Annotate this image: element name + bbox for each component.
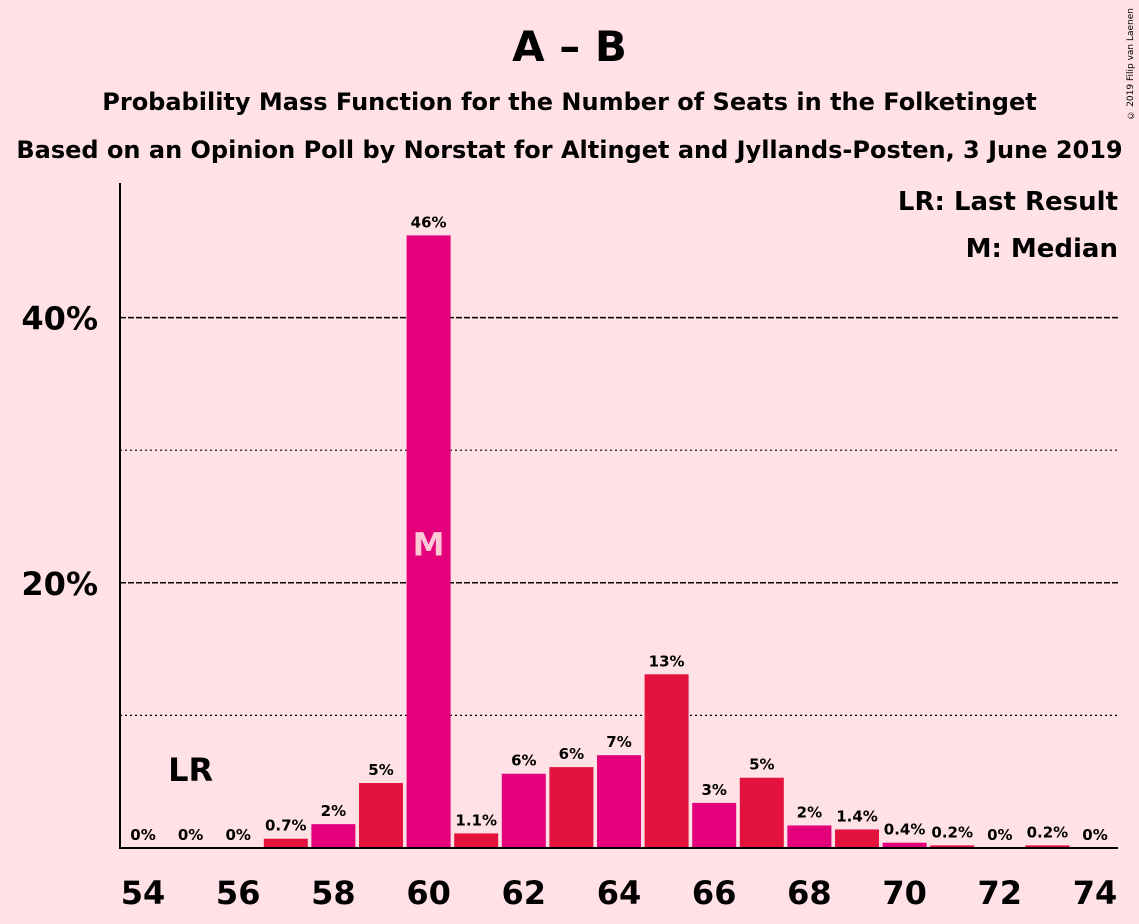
- x-tick-label: 64: [597, 874, 642, 912]
- bar-seat-61: [454, 833, 499, 848]
- bar-value-label: 0%: [225, 826, 250, 844]
- bar-seat-57: [263, 838, 308, 848]
- bar-value-label: 5%: [749, 756, 774, 774]
- x-tick-label: 56: [216, 874, 261, 912]
- x-tick-label: 74: [1073, 874, 1118, 912]
- bar-value-label: 0%: [178, 826, 203, 844]
- median-marker: M: [413, 526, 445, 564]
- bar-seat-69: [835, 829, 879, 848]
- bar-seat-68: [787, 825, 832, 848]
- bar-value-label: 6%: [511, 752, 536, 770]
- x-tick-label: 60: [406, 874, 451, 912]
- y-tick-label: 20%: [21, 565, 98, 603]
- x-tick-label: 54: [121, 874, 166, 912]
- chart-subtitle-2: Based on an Opinion Poll by Norstat for …: [16, 136, 1123, 164]
- bar-value-label: 3%: [701, 781, 726, 799]
- bar-value-label: 1.4%: [836, 807, 878, 825]
- x-tick-label: 70: [882, 874, 927, 912]
- bar-value-label: 46%: [411, 213, 447, 231]
- bar-seat-62: [501, 773, 546, 848]
- x-tick-label: 68: [787, 874, 832, 912]
- legend-median: M: Median: [966, 234, 1118, 264]
- x-tick-label: 62: [502, 874, 547, 912]
- bar-seat-60: [406, 235, 451, 848]
- chart-subtitle-1: Probability Mass Function for the Number…: [102, 88, 1037, 116]
- bar-seat-64: [597, 755, 641, 848]
- bar-seat-67: [739, 777, 784, 848]
- last-result-marker: LR: [168, 751, 213, 789]
- x-tick-label: 72: [978, 874, 1023, 912]
- bar-value-label: 13%: [649, 652, 685, 670]
- x-tick-label: 66: [692, 874, 737, 912]
- bar-value-label: 0.7%: [265, 817, 307, 835]
- bar-value-label: 0.2%: [931, 823, 973, 841]
- bar-value-label: 1.1%: [455, 811, 497, 829]
- bar-value-label: 5%: [368, 761, 393, 779]
- bar-value-label: 0.2%: [1027, 823, 1069, 841]
- bar-value-label: 0.4%: [884, 821, 926, 839]
- bar-value-label: 6%: [559, 745, 584, 763]
- bar-seat-73: [1025, 845, 1070, 848]
- bar-value-label: 2%: [321, 802, 346, 820]
- bar-value-label: 0%: [1082, 826, 1107, 844]
- x-tick-label: 58: [311, 874, 356, 912]
- bar-value-label: 2%: [797, 803, 822, 821]
- y-tick-label: 40%: [21, 300, 98, 338]
- bar-value-label: 0%: [130, 826, 155, 844]
- bar-seat-66: [692, 802, 737, 848]
- bar-seat-59: [359, 783, 403, 848]
- bar-value-label: 7%: [606, 733, 631, 751]
- bar-seat-65: [644, 674, 689, 848]
- chart-title: A – B: [512, 22, 627, 71]
- bar-seat-70: [882, 842, 927, 848]
- bar-value-label: 0%: [987, 826, 1012, 844]
- bar-seat-63: [549, 767, 594, 848]
- bar-seat-71: [930, 845, 975, 848]
- legend-last-result: LR: Last Result: [898, 187, 1118, 217]
- bar-seat-58: [311, 824, 356, 848]
